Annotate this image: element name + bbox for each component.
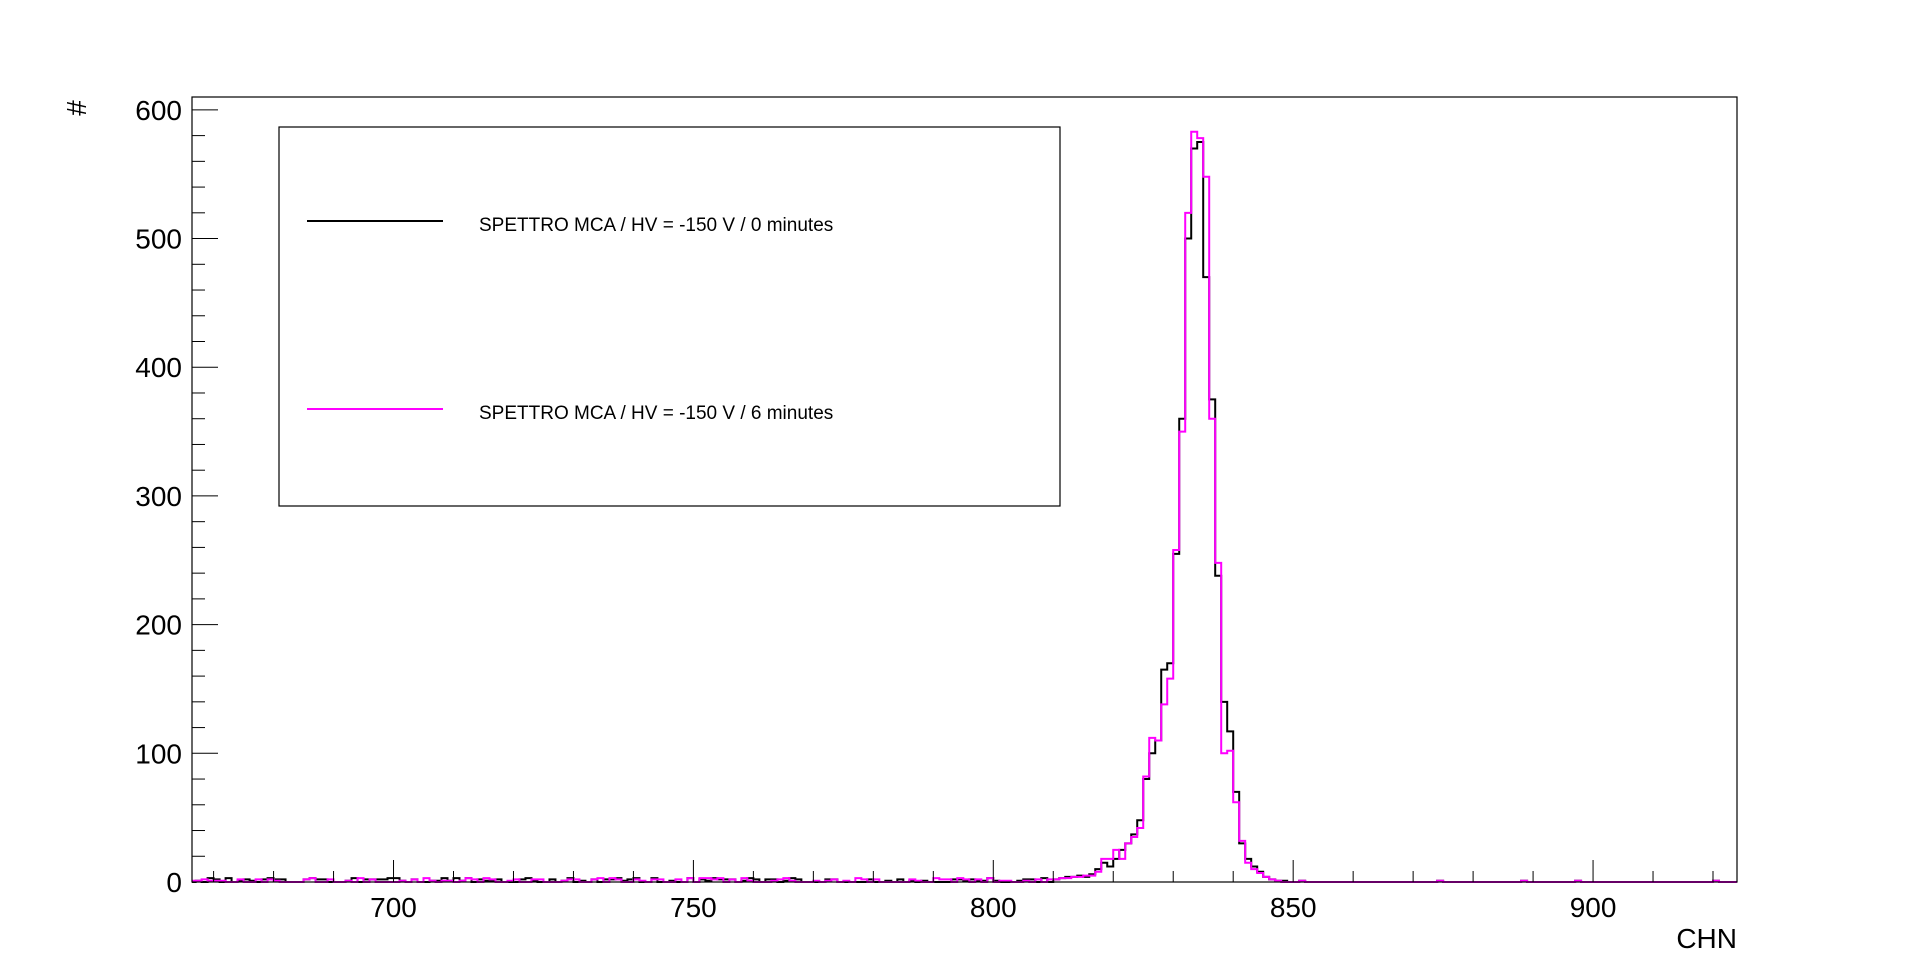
y-tick-label: 200 bbox=[135, 610, 182, 641]
y-tick-label: 300 bbox=[135, 481, 182, 512]
x-tick-label: 850 bbox=[1270, 892, 1317, 923]
y-tick-label: 500 bbox=[135, 224, 182, 255]
y-tick-label: 600 bbox=[135, 95, 182, 126]
y-tick-label: 100 bbox=[135, 738, 182, 769]
y-tick-label: 0 bbox=[166, 867, 182, 898]
x-axis: 700 750 800 850 900 bbox=[213, 860, 1714, 923]
y-axis: 0 100 200 300 400 500 600 bbox=[135, 95, 218, 898]
x-tick-label: 750 bbox=[670, 892, 717, 923]
x-axis-label: CHN bbox=[1676, 923, 1737, 954]
x-tick-label: 800 bbox=[970, 892, 1017, 923]
legend: SPETTRO MCA / HV = -150 V / 0 minutes SP… bbox=[278, 126, 1061, 507]
plot-frame bbox=[191, 96, 1738, 883]
legend-box bbox=[278, 126, 1061, 507]
legend-label-series-1: SPETTRO MCA / HV = -150 V / 6 minutes bbox=[479, 403, 833, 424]
y-tick-label: 400 bbox=[135, 352, 182, 383]
x-tick-label: 900 bbox=[1570, 892, 1617, 923]
y-axis-label: # bbox=[61, 100, 92, 116]
legend-label-series-0: SPETTRO MCA / HV = -150 V / 0 minutes bbox=[479, 215, 833, 236]
x-tick-label: 700 bbox=[370, 892, 417, 923]
